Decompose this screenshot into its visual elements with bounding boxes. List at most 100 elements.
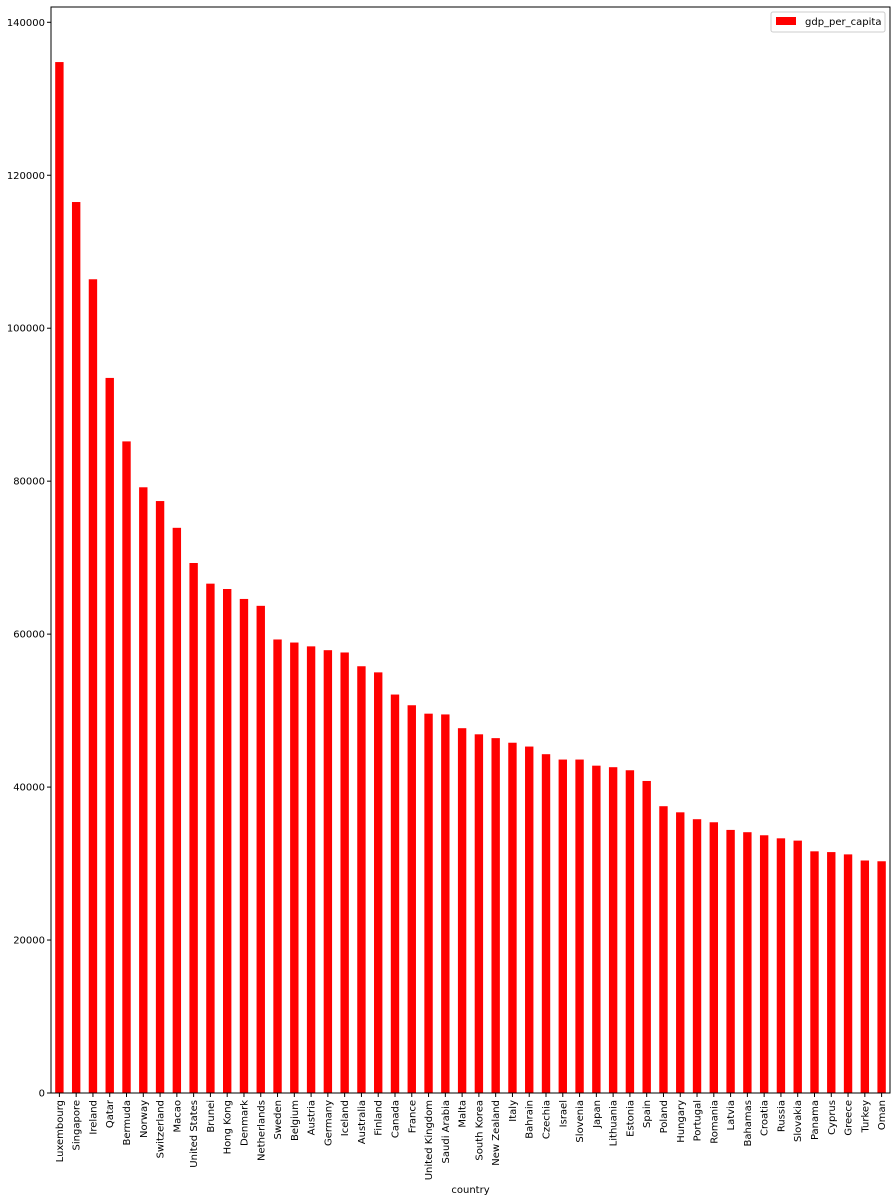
x-tick-label: Hungary [676,1100,687,1143]
bar-qatar [105,377,114,1093]
x-tick-label: Poland [659,1100,670,1133]
bar-bahrain [525,746,534,1093]
x-tick-label: Portugal [693,1100,704,1141]
bar-lithuania [608,767,618,1093]
bar-romania [709,822,719,1093]
x-tick-label: Spain [642,1100,653,1128]
x-axis: Luxembourg Singapore Ireland Qatar Bermuda No… [55,1093,888,1180]
bar-saudi-arabia [441,714,450,1093]
x-tick-label: Turkey [860,1100,871,1134]
x-tick-label: New Zealand [491,1100,502,1166]
x-tick-label: Croatia [760,1100,771,1136]
x-tick-label: Luxembourg [55,1100,66,1162]
legend-box [770,11,886,33]
x-tick-label: Russia [776,1100,787,1132]
bar-japan [592,765,601,1093]
x-tick-label: Brunei [206,1100,217,1133]
legend-swatch [776,17,796,25]
bar-estonia [625,770,635,1093]
bar-luxembourg [55,62,64,1093]
x-tick-label: Sweden [273,1100,284,1140]
bar-poland [659,806,668,1093]
x-tick-label: Lithuania [609,1100,620,1146]
x-tick-label: Saudi Arabia [441,1100,452,1163]
x-tick-label: Switzerland [156,1100,167,1158]
y-tick-label: 40000 [13,783,45,794]
bar-turkey [860,860,870,1093]
x-tick-label: Canada [390,1100,401,1138]
bar-hungary [676,812,685,1093]
x-tick-label: Italy [508,1100,519,1122]
bar-norway [139,487,148,1093]
x-tick-label: Estonia [625,1100,636,1137]
bar-hong-kong [222,589,232,1093]
bar-russia [776,838,786,1093]
bar-cyprus [827,852,836,1093]
x-tick-label: Romania [709,1100,720,1144]
y-tick-label: 20000 [13,936,45,947]
y-tick-label: 100000 [7,324,45,335]
bar-ireland [88,279,98,1094]
x-tick-label: Ireland [88,1100,99,1135]
x-tick-label: Norway [139,1100,150,1138]
x-tick-label: Belgium [290,1100,301,1141]
bar-portugal [692,819,702,1093]
x-tick-label: Iceland [340,1100,351,1136]
bar-italy [508,742,517,1093]
x-tick-label: Slovenia [575,1100,586,1143]
bar-latvia [726,829,735,1093]
x-tick-label: Netherlands [256,1100,267,1161]
x-tick-label: Israel [558,1100,569,1127]
y-tick-label: 120000 [7,171,45,182]
x-tick-label: France [407,1100,418,1133]
x-tick-label: Finland [374,1100,385,1136]
x-tick-label: Japan [592,1100,603,1129]
x-tick-label: Bahrain [525,1100,536,1139]
y-tick-label: 0 [39,1089,45,1100]
bar-iceland [340,652,349,1093]
x-tick-label: Macao [172,1100,183,1133]
x-tick-label: Germany [323,1100,334,1146]
bar-denmark [239,598,249,1093]
bar-bahamas [743,832,752,1093]
x-tick-label: Oman [877,1100,888,1130]
x-tick-label: Czechia [542,1100,553,1139]
bar-sweden [273,639,282,1093]
bar-slovakia [793,840,802,1093]
bar-croatia [759,835,769,1093]
x-tick-label: Hong Kong [223,1100,234,1154]
x-tick-label: Austria [307,1100,318,1135]
x-tick-label: United Kingdom [424,1100,435,1180]
x-tick-label: Australia [357,1100,368,1144]
bar-south-korea [474,734,484,1093]
bar-malta [457,728,467,1093]
bar-macao [172,527,182,1093]
bar-brunei [206,583,215,1093]
bar-bermuda [122,441,131,1093]
bar-united-kingdom [424,713,433,1093]
y-tick-label: 140000 [7,18,45,29]
bar-belgium [290,642,299,1093]
x-tick-label: Slovakia [793,1100,804,1142]
bar-czechia [541,754,551,1093]
bar-austria [306,646,316,1093]
x-tick-label: Bermuda [122,1100,133,1146]
bar-panama [810,851,819,1093]
bar-germany [323,650,333,1093]
x-axis-title: country [451,1185,489,1196]
bar-australia [357,666,366,1093]
x-tick-label: Cyprus [827,1100,838,1135]
legend: gdp_per_capita [770,11,886,33]
bar-switzerland [155,501,165,1093]
legend-label: gdp_per_capita [805,17,881,28]
bars-group [55,62,886,1094]
bar-france [407,705,416,1093]
bar-finland [374,672,383,1093]
bar-new-zealand [491,738,500,1093]
bar-singapore [71,202,81,1094]
x-tick-label: Qatar [105,1099,116,1128]
x-tick-label: Greece [844,1100,855,1136]
y-axis: 0 20000 40000 60000 80000 100000 120000 140000 [7,18,51,1100]
x-tick-label: Denmark [239,1100,250,1146]
